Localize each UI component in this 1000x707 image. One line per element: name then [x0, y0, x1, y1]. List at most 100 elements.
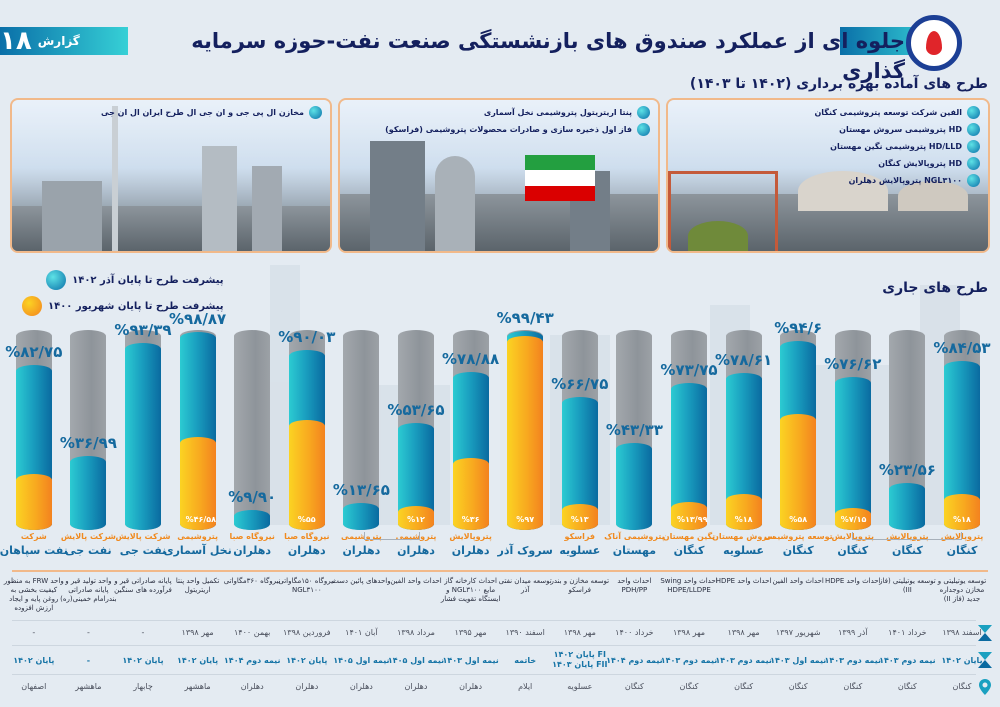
panel-item: الفین شرکت توسعه پتروشیمی کنگان: [814, 106, 980, 119]
company-sub-label: پتروپالایش: [886, 532, 929, 541]
bar-column: %۱۳/۹۹ %۷۳/۷۵: [660, 320, 718, 530]
project-description: پایانه صادراتی قیر و فرآورده های سنگین: [114, 577, 172, 594]
bar-blue-value: %۳۶/۹۹: [59, 434, 117, 453]
end-date: پایان ۱۴۰۲: [13, 656, 55, 665]
start-date: شهریور ۱۳۹۷: [775, 628, 821, 637]
bar-column: %۳۶ %۷۸/۸۸: [442, 320, 499, 530]
start-date: مهر ۱۳۹۸: [181, 628, 214, 637]
bar-blue-value: %۹/۹۰: [228, 488, 277, 507]
panel-item: مخازن ال پی جی و ان جی ال طرح ایران ال ا…: [101, 106, 322, 119]
description-row: توسعه یوتیلیتی و مخازن دوجداره جدید (فاز…: [0, 575, 1000, 620]
project-description: احداث واحد PDH/PP: [617, 577, 652, 594]
bar-column: %۲۳/۵۶: [879, 320, 936, 530]
end-date: نیمه دوم ۱۴۰۳: [879, 656, 936, 665]
location: کنگان: [897, 682, 917, 691]
start-date: مهر ۱۳۹۸: [672, 628, 706, 637]
bar-track: [343, 330, 380, 530]
category-label: فراسکو عسلویه: [545, 532, 615, 557]
bar-blue-value: %۷۸/۶۱: [715, 350, 773, 369]
location: کنگان: [952, 682, 972, 691]
panel-list-2: پنتا اریتریتول پتروشیمی نخل آسماری فاز ا…: [385, 106, 650, 140]
bar-fill-orange: [15, 474, 52, 530]
project-description: احداث کارخانه گاز مایع NGL۳۱۰۰ و ایستگاه…: [440, 577, 501, 603]
company-sub-label: توسعه پتروشیمی: [763, 532, 833, 541]
location: دهلران: [404, 682, 428, 691]
bar-blue-value: %۹۹/۴۳: [496, 309, 554, 328]
company-label: کنگان: [673, 544, 705, 557]
company-label: کنگان: [891, 544, 923, 557]
category-label: پتروپالایش کنگان: [872, 532, 942, 557]
bar-column: %۱۳/۶۵: [333, 320, 390, 530]
end-date: نیمه اول ۱۴۰۳: [770, 656, 827, 665]
bar-orange-value: %۹۷: [516, 515, 535, 524]
start-date: خرداد ۱۴۰۱: [888, 628, 927, 637]
category-label: پتروپالایش دهلران: [436, 532, 506, 557]
bar-column: %۳۶/۹۹: [60, 320, 117, 530]
bar-orange-value: %۱۳/۹۹: [677, 515, 708, 524]
start-date: -: [141, 628, 145, 637]
bar-fill-blue: [234, 510, 271, 530]
project-description: واحدهای پائین دست: [332, 577, 391, 585]
iran-flag-icon: [525, 155, 595, 201]
flame-logo-icon: [906, 15, 962, 71]
start-date: آبان ۱۴۰۱: [345, 628, 378, 637]
legend-swatch-orange: [22, 296, 42, 316]
category-label: توسعه پتروشیمی کنگان: [763, 532, 833, 557]
company-sub-label: شرکت پالایش: [60, 532, 116, 541]
start-date: -: [86, 628, 90, 637]
start-date-row: اسفند ۱۳۹۸ خرداد ۱۴۰۱ آذر ۱۳۹۹ شهریور ۱۳۹۷ م…: [0, 624, 1000, 644]
start-date: فروردین ۱۳۹۸: [283, 628, 331, 637]
end-date: پایان ۱۴۰۲: [177, 656, 219, 665]
end-date: نیمه اول ۱۴۰۳: [442, 656, 499, 665]
bar-blue-value: %۸۲/۷۵: [5, 342, 63, 361]
bar-fill-blue: [343, 502, 380, 530]
start-date: مهر ۱۳۹۸: [727, 628, 760, 637]
location: دهلران: [459, 682, 483, 691]
company-label: نفت سپاهان: [0, 544, 68, 557]
start-date: -: [32, 628, 36, 637]
company-sub-label: فراسکو: [564, 532, 596, 541]
bar-blue-value: %۲۳/۵۶: [878, 460, 936, 479]
panel-item: NGL۳۱۰۰ پتروپالایش دهلران: [814, 174, 980, 187]
project-description: احداث واحد الفین: [772, 577, 824, 585]
company-sub-label: نیروگاه صبا: [284, 532, 330, 541]
bar-orange-value: %۴۶/۵۸: [185, 515, 217, 524]
project-description: نیروگاه ۳۶۰مگاواتی: [223, 577, 281, 585]
company-label: دهلران: [233, 544, 272, 557]
category-label: شرکت نفت سپاهان: [0, 532, 69, 557]
end-date: نیمه دوم ۱۴۰۴: [606, 656, 663, 665]
location: دهلران: [240, 682, 264, 691]
location: کنگان: [679, 682, 699, 691]
start-date: اسفند ۱۳۹۰: [505, 628, 545, 637]
project-description: نیروگاه ۱۵۰مگاواتی NGL۳۱۰۰: [278, 577, 336, 594]
legend-item-orange: پیشرفت طرح تا پایان شهریور ۱۴۰۰: [22, 296, 224, 316]
project-description: احداث واحد HDPE: [825, 577, 881, 585]
category-label: سروک آذر: [490, 532, 560, 557]
end-date: خاتمه: [514, 656, 537, 665]
location: کنگان: [843, 682, 863, 691]
bar-orange-value: %۱۲: [407, 515, 425, 524]
category-label: پتروشیمی دهلران: [326, 532, 396, 557]
project-description: توسعه یوتیلیتی و مخازن دوجداره جدید (فاز…: [937, 577, 987, 603]
hourglass-start-icon: [978, 625, 992, 641]
report-badge: گزارش ۱۸: [0, 26, 128, 56]
project-description: توسعه یوتیلیتی (فاز III): [879, 577, 936, 594]
start-date: آذر ۱۳۹۹: [838, 628, 868, 637]
bar-blue-value: %۷۸/۸۸: [442, 350, 500, 369]
company-sub-label: شرکت: [20, 532, 47, 541]
bar-column: %۹۷ %۹۹/۴۳: [497, 309, 554, 530]
group-bracket-kangan: [852, 532, 962, 540]
bar-fill-blue: [889, 482, 926, 530]
bar-fill-orange: [725, 494, 762, 530]
bar-orange-value: %۵۵: [297, 515, 316, 524]
bar-fill-orange: [452, 458, 489, 530]
company-label: عسلویه: [723, 544, 765, 557]
company-label: دهلران: [397, 544, 435, 557]
bullet-icon: [637, 123, 650, 136]
bullet-icon: [967, 174, 980, 187]
panel-list-3: مخازن ال پی جی و ان جی ال طرح ایران ال ا…: [101, 106, 322, 123]
photo-panel-lng: مخازن ال پی جی و ان جی ال طرح ایران ال ا…: [10, 98, 332, 253]
report-number: ۱۸: [0, 26, 32, 56]
category-label: پتروشیمی آناک مهستان: [599, 532, 669, 557]
bullet-icon: [967, 157, 980, 170]
